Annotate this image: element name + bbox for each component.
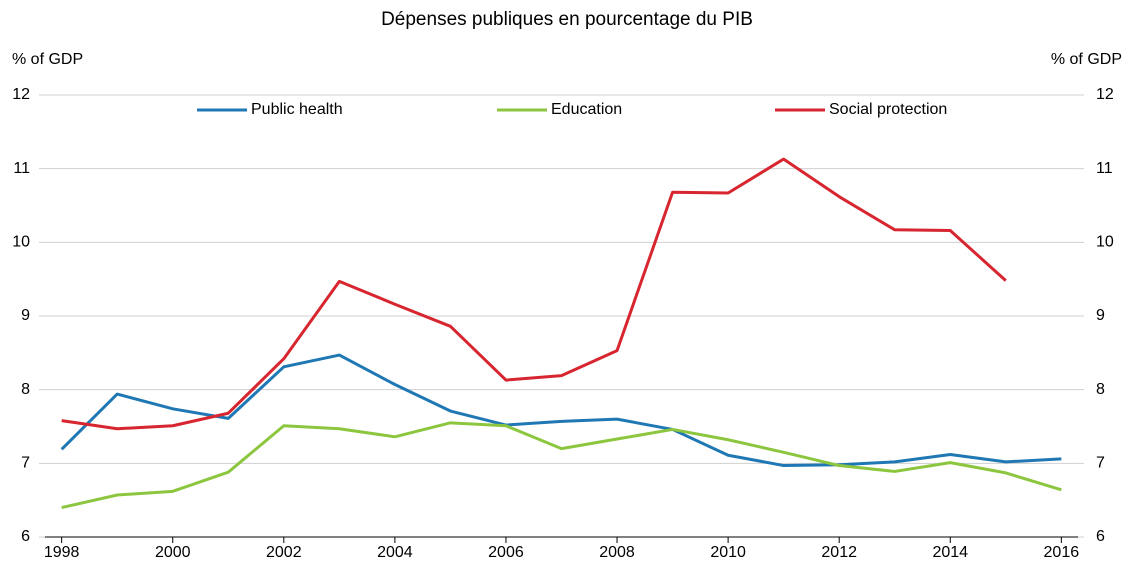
- x-tick-label: 2008: [599, 544, 635, 561]
- y2-tick-label: 9: [1096, 307, 1105, 324]
- legend-label: Education: [551, 101, 622, 118]
- x-tick-label: 2002: [266, 544, 302, 561]
- y-tick-label: 9: [21, 307, 30, 324]
- y2-tick-label: 8: [1096, 381, 1105, 398]
- line-series: [61, 157, 1007, 431]
- y-tick-label: 10: [12, 234, 30, 251]
- x-tick-label: 2014: [932, 544, 968, 561]
- y2-tick-label: 12: [1096, 86, 1114, 103]
- y2-tick-label: 6: [1096, 528, 1105, 545]
- x-tick-label: 2010: [710, 544, 746, 561]
- y2-axis-label: % of GDP: [1051, 51, 1122, 68]
- y-tick-label: 12: [12, 86, 30, 103]
- y2-tick-label: 11: [1096, 160, 1113, 177]
- y-axis-label: % of GDP: [12, 51, 83, 68]
- x-tick-label: 2006: [488, 544, 524, 561]
- x-tick-label: 2000: [155, 544, 191, 561]
- y-tick-label: 6: [21, 528, 30, 545]
- x-tick-label: 2004: [377, 544, 413, 561]
- y-tick-label: 7: [21, 455, 30, 472]
- x-tick-label: 2012: [821, 544, 857, 561]
- y2-tick-label: 7: [1096, 455, 1105, 472]
- line-series: [60, 353, 1062, 468]
- legend-label: Public health: [251, 101, 343, 118]
- x-tick-label: 2016: [1044, 544, 1080, 561]
- chart-title: Dépenses publiques en pourcentage du PIB: [381, 9, 753, 30]
- legend-label: Social protection: [829, 101, 947, 118]
- y-tick-label: 8: [21, 381, 30, 398]
- y-tick-label: 11: [13, 160, 30, 177]
- x-tick-label: 1998: [44, 544, 80, 561]
- line-series: [61, 421, 1062, 509]
- y2-tick-label: 10: [1096, 234, 1114, 251]
